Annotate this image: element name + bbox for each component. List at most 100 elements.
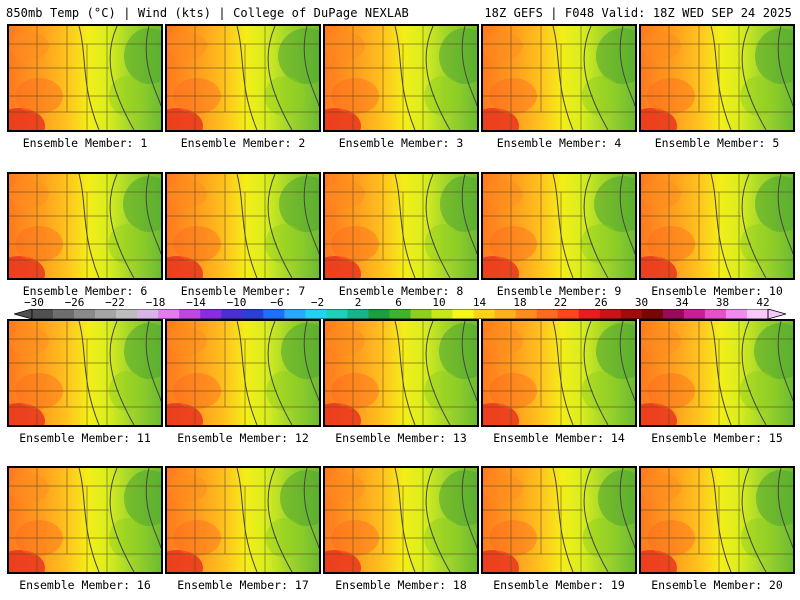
colorbar-segment xyxy=(368,309,390,319)
colorbar-segment xyxy=(410,309,432,319)
colorbar-segment xyxy=(263,309,285,319)
colorbar-segment xyxy=(431,309,453,319)
ensemble-member-label: Ensemble Member: 17 xyxy=(177,578,309,592)
colorbar-tick-label: 2 xyxy=(354,296,362,309)
colorbar-segment xyxy=(389,309,411,319)
ensemble-member-label: Ensemble Member: 7 xyxy=(180,284,306,298)
map-panel xyxy=(323,172,479,280)
colorbar-tick-label: 10 xyxy=(432,296,446,309)
map-panel xyxy=(481,172,637,280)
ensemble-member-label: Ensemble Member: 12 xyxy=(177,431,309,445)
colorbar-tick-label: 42 xyxy=(756,296,770,309)
ensemble-member-label: Ensemble Member: 5 xyxy=(654,136,780,150)
colorbar-segment xyxy=(242,309,264,319)
map-panel xyxy=(639,466,795,574)
product-title: 850mb Temp (°C) | Wind (kts) | College o… xyxy=(6,6,409,20)
colorbar-tick-label: 38 xyxy=(715,296,730,309)
colorbar-tick-label: −6 xyxy=(270,296,284,309)
colorbar-segment xyxy=(347,309,369,319)
colorbar-segment xyxy=(158,309,180,319)
colorbar-tick-label: −22 xyxy=(105,296,125,309)
colorbar-segment xyxy=(221,309,243,319)
colorbar-segment xyxy=(32,309,54,319)
colorbar-segment xyxy=(662,309,685,319)
ensemble-member-label: Ensemble Member: 1 xyxy=(22,136,148,150)
map-panel xyxy=(481,466,637,574)
ensemble-member-label: Ensemble Member: 9 xyxy=(496,284,622,298)
temperature-colorbar xyxy=(14,309,786,319)
colorbar-segment xyxy=(620,309,643,319)
ensemble-member-label: Ensemble Member: 14 xyxy=(493,431,625,445)
ensemble-member-label: Ensemble Member: 8 xyxy=(338,284,464,298)
map-panel xyxy=(323,319,479,427)
colorbar-right-arrow xyxy=(767,309,786,319)
ensemble-member-label: Ensemble Member: 16 xyxy=(19,578,151,592)
colorbar-tick-label: −18 xyxy=(145,296,166,309)
ensemble-member-label: Ensemble Member: 2 xyxy=(180,136,306,150)
ensemble-member-label: Ensemble Member: 11 xyxy=(19,431,151,445)
map-panel xyxy=(165,24,321,132)
colorbar-tick-label: 26 xyxy=(594,296,608,309)
ensemble-member-label: Ensemble Member: 3 xyxy=(338,136,464,150)
colorbar-segment xyxy=(746,309,769,319)
colorbar-tick-label: −26 xyxy=(64,296,85,309)
colorbar-tick-label: 18 xyxy=(513,296,527,309)
ensemble-member-label: Ensemble Member: 19 xyxy=(493,578,625,592)
map-panel xyxy=(7,466,163,574)
colorbar-segment xyxy=(116,309,138,319)
colorbar-segment xyxy=(494,309,516,319)
colorbar-segment xyxy=(179,309,201,319)
colorbar-segment xyxy=(137,309,159,319)
map-panel xyxy=(323,24,479,132)
colorbar-tick-label: −2 xyxy=(310,296,325,309)
map-panel xyxy=(639,172,795,280)
colorbar-segment xyxy=(305,309,327,319)
ensemble-member-label: Ensemble Member: 13 xyxy=(335,431,467,445)
colorbar-tick-label: −14 xyxy=(186,296,206,309)
map-panel xyxy=(639,319,795,427)
colorbar-left-arrow xyxy=(14,309,33,319)
map-panel xyxy=(7,319,163,427)
ensemble-member-label: Ensemble Member: 6 xyxy=(22,284,148,298)
colorbar-segment xyxy=(704,309,727,319)
map-panel xyxy=(7,24,163,132)
ensemble-member-label: Ensemble Member: 18 xyxy=(335,578,467,592)
map-panel xyxy=(481,319,637,427)
colorbar-segment xyxy=(599,309,622,319)
map-panel xyxy=(481,24,637,132)
map-panel xyxy=(7,172,163,280)
colorbar-segment xyxy=(326,309,348,319)
colorbar-segment xyxy=(284,309,306,319)
colorbar-segment xyxy=(578,309,601,319)
colorbar-segment xyxy=(641,309,664,319)
colorbar-segment xyxy=(536,309,559,319)
colorbar-segment xyxy=(452,309,474,319)
colorbar-segment xyxy=(53,309,75,319)
colorbar-segment xyxy=(725,309,748,319)
ensemble-member-label: Ensemble Member: 10 xyxy=(651,284,783,298)
ensemble-member-label: Ensemble Member: 20 xyxy=(651,578,783,592)
map-panel xyxy=(323,466,479,574)
valid-time: 18Z GEFS | F048 Valid: 18Z WED SEP 24 20… xyxy=(484,6,792,20)
colorbar-segment xyxy=(74,309,96,319)
map-panel xyxy=(165,466,321,574)
colorbar-tick-label: 14 xyxy=(472,296,487,309)
colorbar-segment xyxy=(515,309,537,319)
colorbar-tick-labels: −30 −26 −22 −18 −14 −10 −6 −2 2 6 10 14 18 22 26 30 34 38… xyxy=(0,296,800,309)
colorbar-tick-label: −10 xyxy=(226,296,247,309)
colorbar-tick-label: 30 xyxy=(634,296,649,309)
map-panel xyxy=(165,319,321,427)
colorbar-tick-label: −30 xyxy=(24,296,44,309)
colorbar-segment xyxy=(683,309,706,319)
colorbar-segment xyxy=(473,309,495,319)
colorbar-tick-label: 6 xyxy=(395,296,402,309)
map-panel xyxy=(165,172,321,280)
ensemble-member-label: Ensemble Member: 15 xyxy=(651,431,783,445)
colorbar-segment xyxy=(557,309,580,319)
ensemble-member-label: Ensemble Member: 4 xyxy=(496,136,622,150)
colorbar-segment xyxy=(95,309,117,319)
map-panel xyxy=(639,24,795,132)
colorbar-tick-label: 34 xyxy=(675,296,689,309)
colorbar-segment xyxy=(200,309,222,319)
colorbar-tick-label: 22 xyxy=(553,296,568,309)
